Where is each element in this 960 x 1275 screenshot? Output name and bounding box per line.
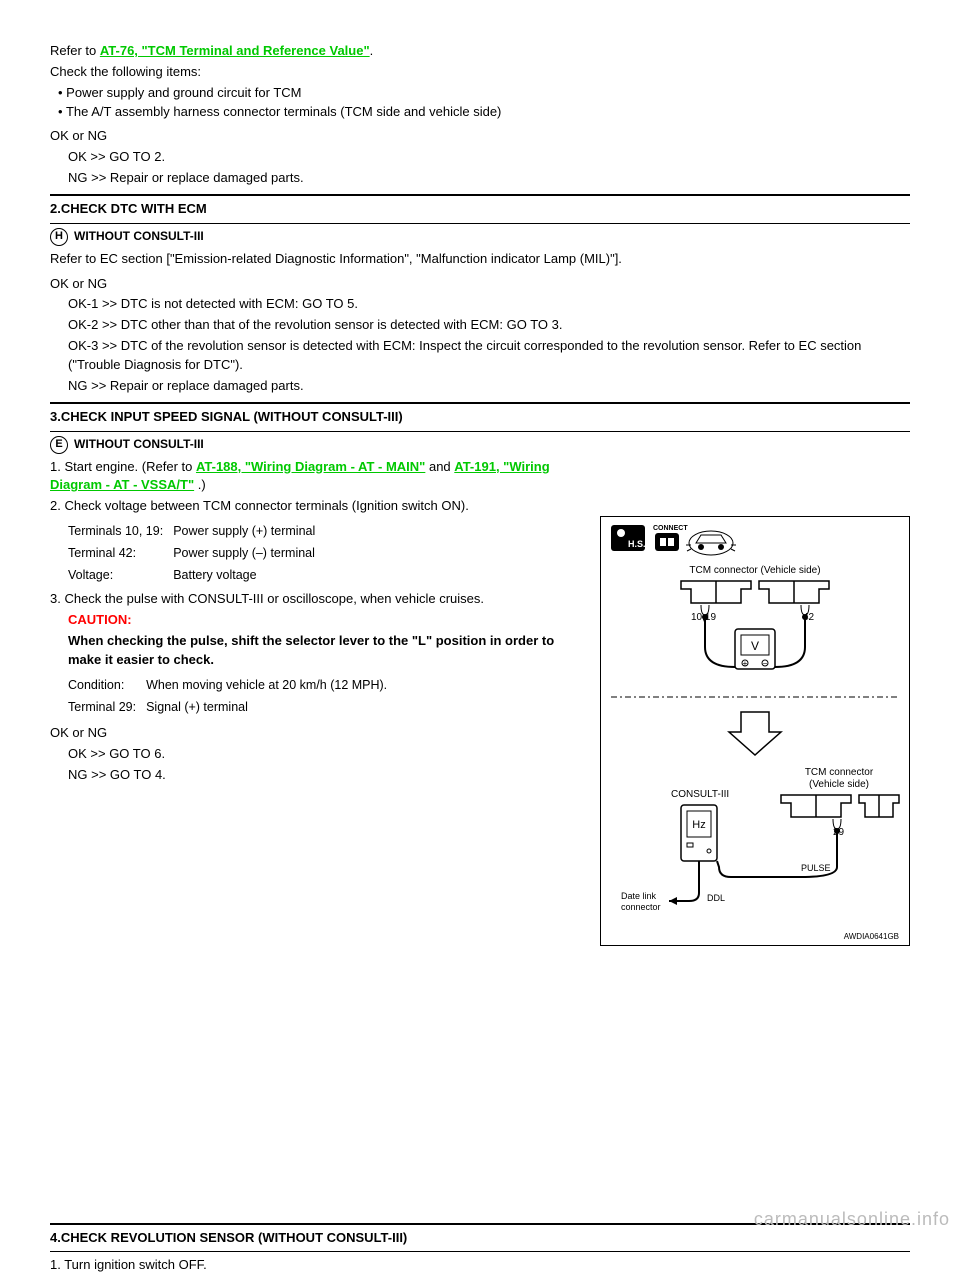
step2-ng: NG >> Repair or replace damaged parts. bbox=[50, 377, 910, 396]
intro-check-items: Check the following items: bbox=[50, 63, 910, 82]
page-content: Refer to AT-76, "TCM Terminal and Refere… bbox=[50, 42, 910, 1275]
tcm-label-1: TCM connector (Vehicle side) bbox=[689, 565, 820, 576]
svg-text:H.S.: H.S. bbox=[628, 539, 646, 549]
intro-item1: Power supply and ground circuit for TCM bbox=[50, 84, 910, 103]
tbl-c-label: Voltage: bbox=[68, 564, 173, 586]
step3-ng: NG >> GO TO 4. bbox=[50, 766, 570, 785]
step3-l2: 2. Check voltage between TCM connector t… bbox=[50, 497, 570, 516]
svg-text:Hz: Hz bbox=[692, 819, 705, 831]
step2-ok3: OK-3 >> DTC of the revolution sensor is … bbox=[50, 337, 910, 375]
tbl-c-val: Battery voltage bbox=[173, 564, 325, 586]
datelink-1: Date link bbox=[621, 891, 657, 901]
svg-text:+: + bbox=[743, 659, 748, 668]
step3-rule-top bbox=[50, 402, 910, 404]
cond-text: When moving vehicle at 20 km/h (12 MPH). bbox=[146, 674, 397, 696]
step2-iconrow: H WITHOUT CONSULT-III bbox=[50, 228, 910, 246]
step3-iconrow: E WITHOUT CONSULT-III bbox=[50, 436, 910, 454]
step3-l1-mid: and bbox=[429, 459, 454, 474]
cond-label: Condition: bbox=[68, 674, 146, 696]
step3-rule-mid bbox=[50, 431, 910, 432]
step4-l1: 1. Turn ignition switch OFF. bbox=[50, 1256, 910, 1275]
tbl-a-label: Terminals 10, 19: bbox=[68, 520, 173, 542]
svg-text:CONNECT: CONNECT bbox=[653, 525, 688, 532]
figure-code: AWDIA0641GB bbox=[844, 932, 899, 941]
tbl-b-label: Terminal 42: bbox=[68, 542, 173, 564]
term-label: Terminal 29: bbox=[68, 696, 146, 718]
step3-okng: OK or NG bbox=[50, 724, 570, 743]
step2-rule-top bbox=[50, 194, 910, 196]
step3-heading: 3.CHECK INPUT SPEED SIGNAL (WITHOUT CONS… bbox=[50, 408, 910, 427]
figure-svg: H.S. CONNECT TCM connector (Vehicle side… bbox=[601, 517, 909, 945]
step2-without-consult: WITHOUT CONSULT-III bbox=[74, 228, 204, 245]
intro-okng: OK or NG bbox=[50, 127, 910, 146]
step3-l3: 3. Check the pulse with CONSULT-III or o… bbox=[50, 590, 570, 609]
pulse-label: PULSE bbox=[801, 863, 831, 873]
link-at76[interactable]: AT-76, "TCM Terminal and Reference Value… bbox=[100, 43, 370, 58]
step3-l1: 1. Start engine. (Refer to AT-188, "Wiri… bbox=[50, 458, 570, 496]
step3-l1-suffix: .) bbox=[198, 477, 206, 492]
intro-ref: Refer to AT-76, "TCM Terminal and Refere… bbox=[50, 42, 910, 61]
step4-rule-mid bbox=[50, 1251, 910, 1252]
caution-label: CAUTION: bbox=[68, 612, 132, 627]
ref-prefix: Refer to bbox=[50, 43, 100, 58]
step3-leftcol: 1. Start engine. (Refer to AT-188, "Wiri… bbox=[50, 458, 570, 785]
step3-l1-prefix: 1. Start engine. (Refer to bbox=[50, 459, 196, 474]
tcm-label-2b: (Vehicle side) bbox=[809, 779, 869, 790]
consult-device-icon: Hz bbox=[681, 805, 717, 861]
step3-voltage-table: Terminals 10, 19: Power supply (+) termi… bbox=[68, 520, 325, 586]
step2-line1: Refer to EC section ["Emission-related D… bbox=[50, 250, 910, 269]
step2-rule-mid bbox=[50, 223, 910, 224]
circle-e-icon: E bbox=[50, 436, 68, 454]
hs-icon: H.S. bbox=[611, 525, 646, 551]
connector-top-icon bbox=[681, 581, 829, 603]
connect-icon: CONNECT bbox=[653, 525, 688, 551]
figure-box: H.S. CONNECT TCM connector (Vehicle side… bbox=[600, 516, 910, 946]
step2-ok2: OK-2 >> DTC other than that of the revol… bbox=[50, 316, 910, 335]
step3-without-consult: WITHOUT CONSULT-III bbox=[74, 436, 204, 453]
circle-h-icon: H bbox=[50, 228, 68, 246]
intro-ok: OK >> GO TO 2. bbox=[50, 148, 910, 167]
step2-heading: 2.CHECK DTC WITH ECM bbox=[50, 200, 910, 219]
intro-ng: NG >> Repair or replace damaged parts. bbox=[50, 169, 910, 188]
step3-cond-table: Condition: When moving vehicle at 20 km/… bbox=[68, 674, 397, 718]
caution-text: When checking the pulse, shift the selec… bbox=[50, 632, 570, 670]
svg-text:V: V bbox=[751, 639, 759, 653]
voltmeter-icon: V + − bbox=[735, 629, 775, 669]
svg-text:−: − bbox=[763, 659, 768, 668]
car-icon bbox=[686, 531, 736, 555]
arrow-down-icon bbox=[729, 712, 781, 755]
tbl-a-val: Power supply (+) terminal bbox=[173, 520, 325, 542]
ddl-label: DDL bbox=[707, 893, 725, 903]
step2-ok1: OK-1 >> DTC is not detected with ECM: GO… bbox=[50, 295, 910, 314]
caution-row: CAUTION: bbox=[50, 611, 570, 630]
table-row: Terminal 42: Power supply (–) terminal bbox=[68, 542, 325, 564]
tbl-b-val: Power supply (–) terminal bbox=[173, 542, 325, 564]
table-row: Terminal 29: Signal (+) terminal bbox=[68, 696, 397, 718]
step2-okng: OK or NG bbox=[50, 275, 910, 294]
tcm-label-2a: TCM connector bbox=[805, 767, 874, 778]
table-row: Terminals 10, 19: Power supply (+) termi… bbox=[68, 520, 325, 542]
connector-bottom-icon bbox=[781, 795, 899, 817]
watermark: carmanualsonline.info bbox=[754, 1206, 950, 1232]
step3-ok: OK >> GO TO 6. bbox=[50, 745, 570, 764]
term-text: Signal (+) terminal bbox=[146, 696, 397, 718]
intro-item2: The A/T assembly harness connector termi… bbox=[50, 103, 910, 122]
table-row: Condition: When moving vehicle at 20 km/… bbox=[68, 674, 397, 696]
link-at188[interactable]: AT-188, "Wiring Diagram - AT - MAIN" bbox=[196, 459, 425, 474]
table-row: Voltage: Battery voltage bbox=[68, 564, 325, 586]
datelink-2: connector bbox=[621, 902, 661, 912]
consult-label: CONSULT-III bbox=[671, 789, 729, 800]
